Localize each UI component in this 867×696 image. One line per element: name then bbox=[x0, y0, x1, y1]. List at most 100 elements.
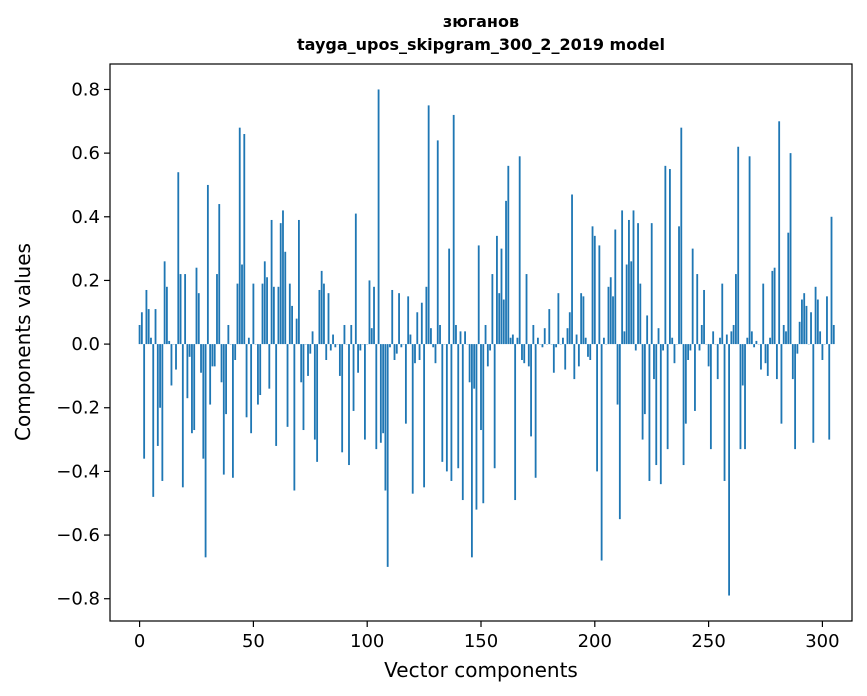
bar bbox=[257, 344, 259, 405]
bar bbox=[409, 334, 412, 345]
bar bbox=[320, 270, 323, 345]
bar bbox=[498, 293, 501, 345]
bar bbox=[168, 340, 171, 345]
bar bbox=[318, 289, 321, 345]
bar bbox=[564, 344, 567, 370]
bar bbox=[514, 344, 517, 501]
bar bbox=[618, 344, 621, 520]
bar bbox=[325, 344, 328, 360]
bar bbox=[284, 251, 287, 345]
bar bbox=[780, 344, 783, 424]
bar bbox=[750, 331, 753, 345]
bar bbox=[427, 105, 430, 345]
bar bbox=[773, 267, 776, 345]
bar bbox=[769, 337, 771, 345]
bar bbox=[293, 344, 296, 491]
bar bbox=[659, 344, 662, 485]
bar bbox=[614, 229, 617, 345]
bar bbox=[379, 344, 382, 443]
bar bbox=[202, 344, 205, 459]
bar bbox=[370, 328, 373, 345]
bar bbox=[598, 245, 601, 345]
bar bbox=[662, 344, 664, 351]
bar bbox=[341, 344, 344, 453]
bar bbox=[712, 331, 715, 345]
bar bbox=[735, 274, 737, 345]
bar bbox=[375, 344, 378, 450]
bar bbox=[459, 331, 462, 345]
bar bbox=[530, 344, 532, 437]
bar bbox=[420, 302, 423, 345]
bar bbox=[810, 312, 812, 345]
bar bbox=[332, 334, 334, 345]
bar bbox=[486, 344, 489, 367]
chart-title: зюганов bbox=[442, 12, 520, 31]
bar bbox=[753, 344, 756, 348]
bar bbox=[245, 344, 248, 418]
bar bbox=[562, 337, 564, 345]
bar bbox=[623, 331, 626, 345]
bar bbox=[193, 344, 196, 431]
bar bbox=[177, 172, 180, 345]
bar bbox=[464, 331, 466, 345]
bar bbox=[200, 344, 202, 373]
bar bbox=[814, 286, 817, 345]
bar bbox=[669, 169, 671, 345]
bar bbox=[263, 261, 266, 345]
bar bbox=[259, 344, 262, 396]
bar bbox=[140, 312, 143, 345]
bar bbox=[646, 315, 649, 345]
x-tick-label: 0 bbox=[134, 631, 145, 652]
bar bbox=[803, 293, 806, 345]
bar bbox=[694, 344, 696, 411]
bar bbox=[766, 344, 769, 376]
bar bbox=[138, 324, 141, 345]
bar bbox=[744, 344, 746, 450]
bar bbox=[181, 344, 184, 488]
bar bbox=[154, 309, 157, 345]
bar bbox=[477, 245, 480, 345]
bar bbox=[275, 344, 278, 446]
bar bbox=[354, 213, 357, 345]
bar bbox=[186, 344, 189, 399]
bar bbox=[313, 344, 316, 440]
bar bbox=[682, 344, 685, 466]
bar bbox=[377, 89, 380, 345]
bar bbox=[407, 296, 410, 345]
y-tick-label: −0.2 bbox=[56, 398, 100, 419]
bar bbox=[222, 344, 225, 475]
bar bbox=[450, 344, 453, 481]
bar bbox=[577, 344, 580, 367]
y-axis-ticks: −0.8 −0.6 −0.4 −0.2 0.0 0.2 0.4 0.6 0.8 bbox=[56, 79, 110, 610]
bar bbox=[826, 296, 828, 345]
bar bbox=[698, 344, 701, 351]
bar bbox=[703, 289, 705, 345]
bar bbox=[632, 210, 635, 345]
bar bbox=[439, 324, 441, 345]
bar bbox=[794, 344, 797, 450]
bar bbox=[316, 344, 319, 462]
bar bbox=[250, 344, 253, 434]
bar bbox=[238, 127, 241, 345]
bar bbox=[730, 331, 733, 345]
bar bbox=[150, 337, 152, 345]
bar bbox=[184, 274, 187, 345]
bar bbox=[386, 344, 389, 567]
bar bbox=[678, 226, 680, 345]
bar bbox=[657, 328, 660, 345]
bar bbox=[543, 328, 546, 345]
plot-area-frame bbox=[109, 63, 853, 622]
bar bbox=[655, 344, 658, 466]
bar bbox=[584, 337, 587, 345]
x-tick-label: 150 bbox=[464, 631, 498, 652]
bar bbox=[778, 121, 781, 345]
bar bbox=[430, 328, 432, 345]
bar bbox=[391, 289, 394, 345]
y-tick-label: −0.4 bbox=[56, 461, 100, 482]
x-tick-label: 200 bbox=[578, 631, 612, 652]
bar bbox=[596, 344, 598, 472]
bar bbox=[709, 344, 712, 450]
bar bbox=[400, 344, 403, 348]
bar bbox=[525, 274, 528, 345]
